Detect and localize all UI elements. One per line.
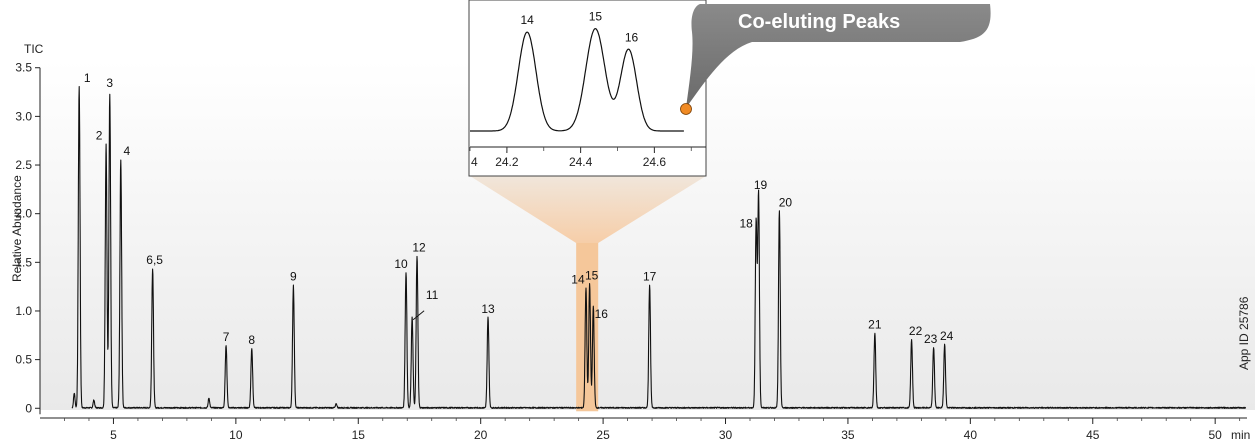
peak-label-15: 15 bbox=[585, 269, 599, 283]
x-tick-label: 40 bbox=[964, 428, 978, 442]
inset-x-tick-label: 24.4 bbox=[569, 155, 593, 169]
y-tick-label: 0.5 bbox=[15, 353, 32, 367]
peak-label-12: 12 bbox=[412, 240, 426, 254]
inset-peak-label-14: 14 bbox=[520, 13, 534, 27]
x-tick-label: 30 bbox=[719, 428, 733, 442]
inset-peak-label-15: 15 bbox=[589, 10, 603, 24]
peak-label-23: 23 bbox=[924, 332, 938, 346]
peak-label-24: 24 bbox=[940, 329, 954, 343]
peak-label-13: 13 bbox=[481, 302, 495, 316]
peak-label-6-5: 6,5 bbox=[146, 253, 163, 267]
y-tick-label: 0 bbox=[25, 401, 32, 415]
peak-label-21: 21 bbox=[868, 317, 882, 331]
y-tick-label: 3.5 bbox=[15, 61, 32, 75]
x-tick-label: 10 bbox=[229, 428, 243, 442]
peak-label-18: 18 bbox=[739, 216, 753, 230]
x-tick-label: 15 bbox=[352, 428, 366, 442]
peak-label-4: 4 bbox=[123, 144, 130, 158]
x-unit-label: min bbox=[1231, 428, 1250, 442]
x-tick-label: 20 bbox=[474, 428, 488, 442]
inset-peak-label-16: 16 bbox=[625, 30, 639, 44]
peak-label-1: 1 bbox=[84, 71, 91, 85]
callout-shape bbox=[686, 4, 991, 108]
inset-edge-tick-label: 4 bbox=[471, 155, 478, 169]
callout: Co-eluting Peaks bbox=[680, 4, 991, 115]
y-tick-label: 1.5 bbox=[15, 255, 32, 269]
peak-label-9: 9 bbox=[290, 270, 297, 284]
trace-label: TIC bbox=[24, 42, 44, 56]
x-tick-label: 45 bbox=[1086, 428, 1100, 442]
peak-label-19: 19 bbox=[754, 178, 768, 192]
inset-x-ticks: 24.2 24.4 24.6 4 bbox=[469, 147, 692, 169]
peak-label-14: 14 bbox=[571, 273, 585, 287]
y-axis-title: Relative Abundance bbox=[10, 175, 24, 282]
x-tick-label: 25 bbox=[596, 428, 610, 442]
y-tick-label: 1.0 bbox=[15, 304, 32, 318]
peak-label-16: 16 bbox=[595, 307, 609, 321]
inset-panel: 24.2 24.4 24.6 4 14 15 16 bbox=[468, 0, 707, 177]
inset-frame bbox=[468, 0, 707, 177]
peak-11-leader bbox=[412, 310, 425, 321]
inset-x-tick-label: 24.2 bbox=[495, 155, 519, 169]
peak-label-7: 7 bbox=[223, 330, 230, 344]
y-tick-label: 2.5 bbox=[15, 158, 32, 172]
x-tick-label: 35 bbox=[841, 428, 855, 442]
x-tick-label: 50 bbox=[1208, 428, 1222, 442]
inset-trace bbox=[470, 27, 684, 132]
peak-label-2: 2 bbox=[96, 129, 103, 143]
app-id-watermark: App ID 25786 bbox=[1237, 296, 1251, 370]
y-tick-label: 3.0 bbox=[15, 109, 32, 123]
peak-label-20: 20 bbox=[779, 196, 793, 210]
callout-text: Co-eluting Peaks bbox=[738, 11, 900, 33]
y-tick-label: 2.0 bbox=[15, 207, 32, 221]
inset-peak-labels: 14 15 16 bbox=[520, 10, 638, 45]
peak-label-8: 8 bbox=[248, 333, 255, 347]
zoom-funnel bbox=[470, 176, 706, 243]
peak-label-10: 10 bbox=[394, 257, 408, 271]
x-tick-label: 5 bbox=[110, 428, 117, 442]
peak-label-17: 17 bbox=[643, 270, 657, 284]
tic-trace bbox=[71, 85, 1247, 409]
peak-label-3: 3 bbox=[106, 76, 113, 90]
peak-label-22: 22 bbox=[909, 324, 923, 338]
x-ticks: 5 10 15 20 25 30 35 40 45 50 bbox=[64, 418, 1241, 442]
inset-x-tick-label: 24.6 bbox=[643, 155, 667, 169]
callout-dot bbox=[680, 103, 692, 115]
peak-label-11: 11 bbox=[426, 288, 439, 302]
y-ticks: 0 0.5 1.0 1.5 2.0 2.5 3.0 3.5 bbox=[15, 61, 40, 415]
